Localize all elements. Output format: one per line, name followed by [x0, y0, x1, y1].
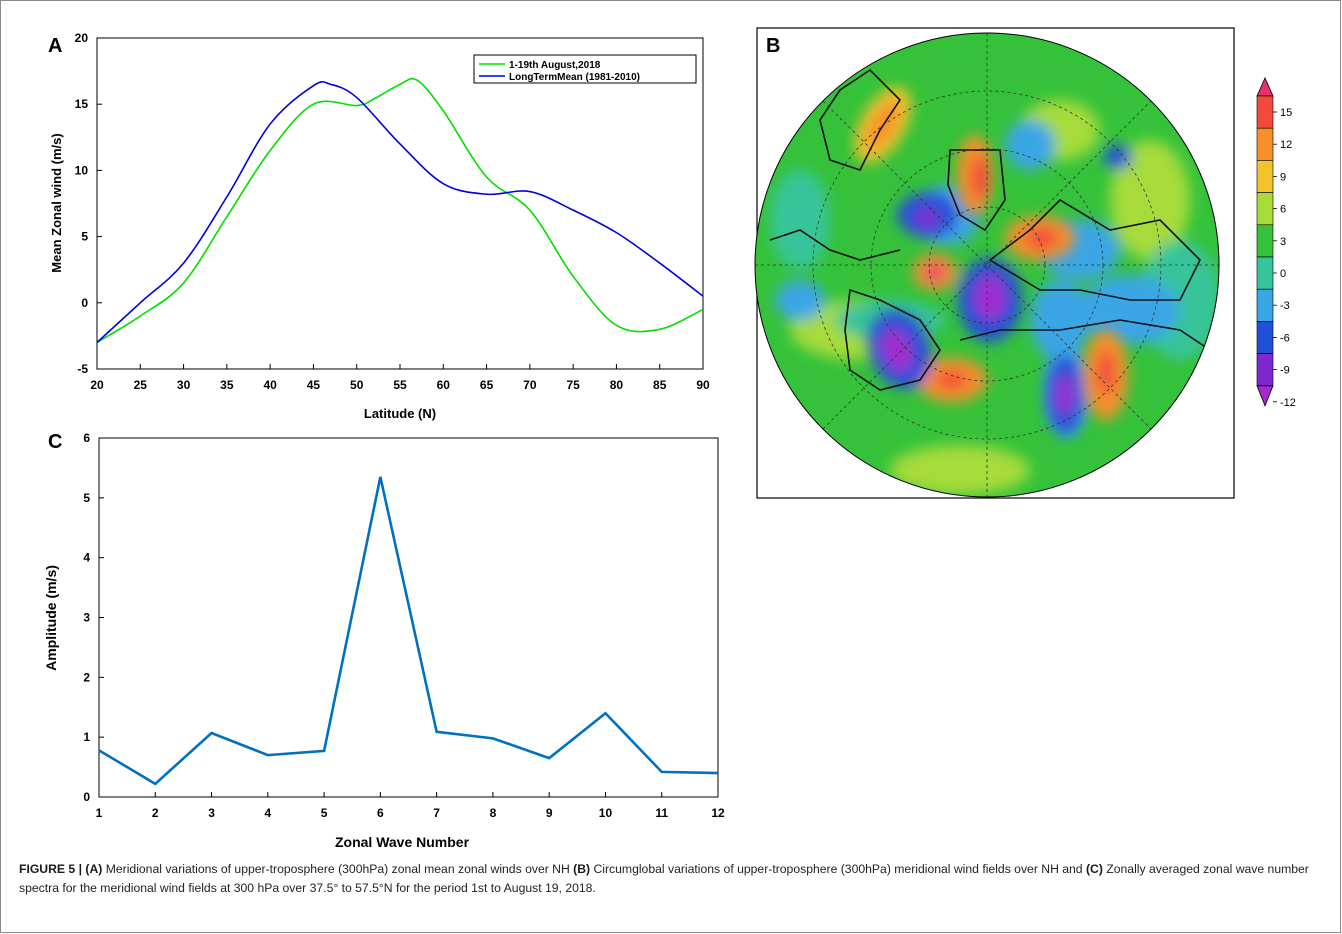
colorbar-tick-label: 0	[1280, 268, 1286, 280]
colorbar-segment	[1256, 192, 1274, 226]
y-tick-label: 5	[81, 230, 88, 244]
colorbar-tick-label: 9	[1280, 171, 1286, 183]
colorbar-tick-label: -12	[1280, 397, 1296, 409]
colorbar-segment	[1256, 321, 1274, 354]
series-line-1	[96, 77, 704, 344]
x-tick-label: 1	[96, 806, 103, 820]
colorbar-tick-label: 3	[1280, 236, 1286, 248]
x-tick-label: 10	[599, 806, 613, 820]
meridional-wind-contour-field	[755, 33, 1219, 497]
caption-c-label: (C)	[1085, 862, 1103, 876]
panel-c-label: C	[48, 431, 62, 453]
y-tick-label: 0	[81, 296, 88, 310]
graticule	[755, 33, 1219, 497]
colorbar-tick-label: -6	[1280, 332, 1290, 344]
caption-b-label: (B)	[573, 862, 591, 876]
panel-a-plot-frame	[96, 37, 704, 370]
x-tick-label: 7	[433, 806, 440, 820]
colorbar-bottom-arrow	[1256, 385, 1274, 407]
y-tick-label: 10	[75, 163, 89, 177]
panel-a-label: A	[48, 35, 62, 57]
colorbar-segment	[1256, 224, 1274, 258]
colorbar-segment	[1256, 160, 1274, 193]
colorbar-tick-label: 15	[1280, 107, 1292, 119]
x-tick-label: 70	[523, 378, 537, 392]
panel-c-y-axis-label: Amplitude (m/s)	[43, 565, 59, 671]
caption-a-text: Meridional variations of upper-troposphe…	[105, 862, 570, 876]
panel-a-x-axis-label: Latitude (N)	[364, 406, 436, 421]
x-tick-label: 55	[393, 378, 407, 392]
panel-b-label: B	[766, 35, 780, 57]
x-tick-label: 90	[696, 378, 710, 392]
colorbar-tick-label: 12	[1280, 139, 1292, 151]
panel-a-y-axis-label: Mean Zonal wind (m/s)	[49, 133, 64, 272]
x-tick-label: 75	[566, 378, 580, 392]
x-tick-label: 12	[711, 806, 725, 820]
y-tick-label: 5	[83, 491, 90, 505]
colorbar: 15 12 9 6 3 0 -3 -6 -9 -12	[1256, 77, 1296, 409]
colorbar-tick-label: -9	[1280, 365, 1290, 377]
y-tick-label: 6	[83, 431, 90, 445]
colorbar-top-arrow	[1256, 77, 1274, 97]
x-tick-label: 5	[321, 806, 328, 820]
y-tick-label: 2	[83, 670, 90, 684]
caption-figure-label: FIGURE 5 |	[19, 862, 83, 876]
colorbar-segment	[1256, 288, 1274, 322]
x-tick-label: 4	[264, 806, 271, 820]
colorbar-segment	[1256, 256, 1274, 290]
figure-canvas: A 20 25 30 35 40 45 50 55 60 65 70 75 80 85 90-5051015…	[43, 27, 1296, 850]
legend-box	[473, 54, 697, 84]
y-tick-label: 20	[75, 31, 89, 45]
x-tick-label: 11	[655, 806, 668, 820]
x-tick-label: 80	[610, 378, 624, 392]
caption-c-text: Zonally averaged zonal wave number spect…	[19, 862, 1309, 895]
x-tick-label: 20	[90, 378, 104, 392]
x-tick-label: 30	[177, 378, 191, 392]
series-line-2	[96, 80, 704, 344]
map-boundary	[754, 32, 1220, 498]
panel-c-x-axis-label: Zonal Wave Number	[335, 834, 470, 850]
y-tick-label: 0	[83, 790, 90, 804]
colorbar-tick-label: -3	[1280, 300, 1290, 312]
legend-label-series-2: LongTermMean (1981-2010)	[509, 72, 640, 83]
x-tick-label: 3	[208, 806, 215, 820]
y-tick-label: -5	[77, 362, 88, 376]
panel-a-chart: A 20 25 30 35 40 45 50 55 60 65 70 75 80 85 90 -5 0 5 10 15…	[48, 31, 710, 421]
x-tick-label: 9	[546, 806, 553, 820]
x-tick-label: 40	[263, 378, 277, 392]
legend-label-series-1: 1-19th August,2018	[509, 60, 601, 71]
x-tick-label: 45	[307, 378, 321, 392]
x-tick-label: 60	[437, 378, 451, 392]
x-tick-label: 65	[480, 378, 494, 392]
spectrum-line	[98, 476, 719, 786]
colorbar-segment	[1256, 353, 1274, 387]
y-tick-label: 3	[83, 611, 90, 625]
x-tick-label: 85	[653, 378, 667, 392]
caption-a-label: (A)	[85, 862, 103, 876]
x-tick-label: 6	[377, 806, 384, 820]
figure-caption: FIGURE 5 | (A) Meridional variations of …	[19, 860, 1329, 898]
caption-b-text: Circumglobal variations of upper-troposp…	[593, 862, 1083, 876]
y-tick-label: 4	[83, 551, 90, 565]
colorbar-tick-label: 6	[1280, 204, 1286, 216]
x-tick-label: 35	[220, 378, 234, 392]
x-tick-label: 50	[350, 378, 364, 392]
panel-c-plot-frame	[98, 437, 719, 798]
x-tick-label: 8	[490, 806, 497, 820]
colorbar-segment	[1256, 95, 1274, 129]
y-tick-label: 15	[75, 97, 89, 111]
x-tick-label: 2	[152, 806, 159, 820]
x-tick-label: 25	[134, 378, 148, 392]
panel-a-legend: 1-19th August,2018 LongTermMean (1981-20…	[473, 54, 697, 84]
y-tick-label: 1	[83, 730, 90, 744]
panel-b-polar-map: B	[754, 27, 1235, 499]
colorbar-segment	[1256, 127, 1274, 161]
